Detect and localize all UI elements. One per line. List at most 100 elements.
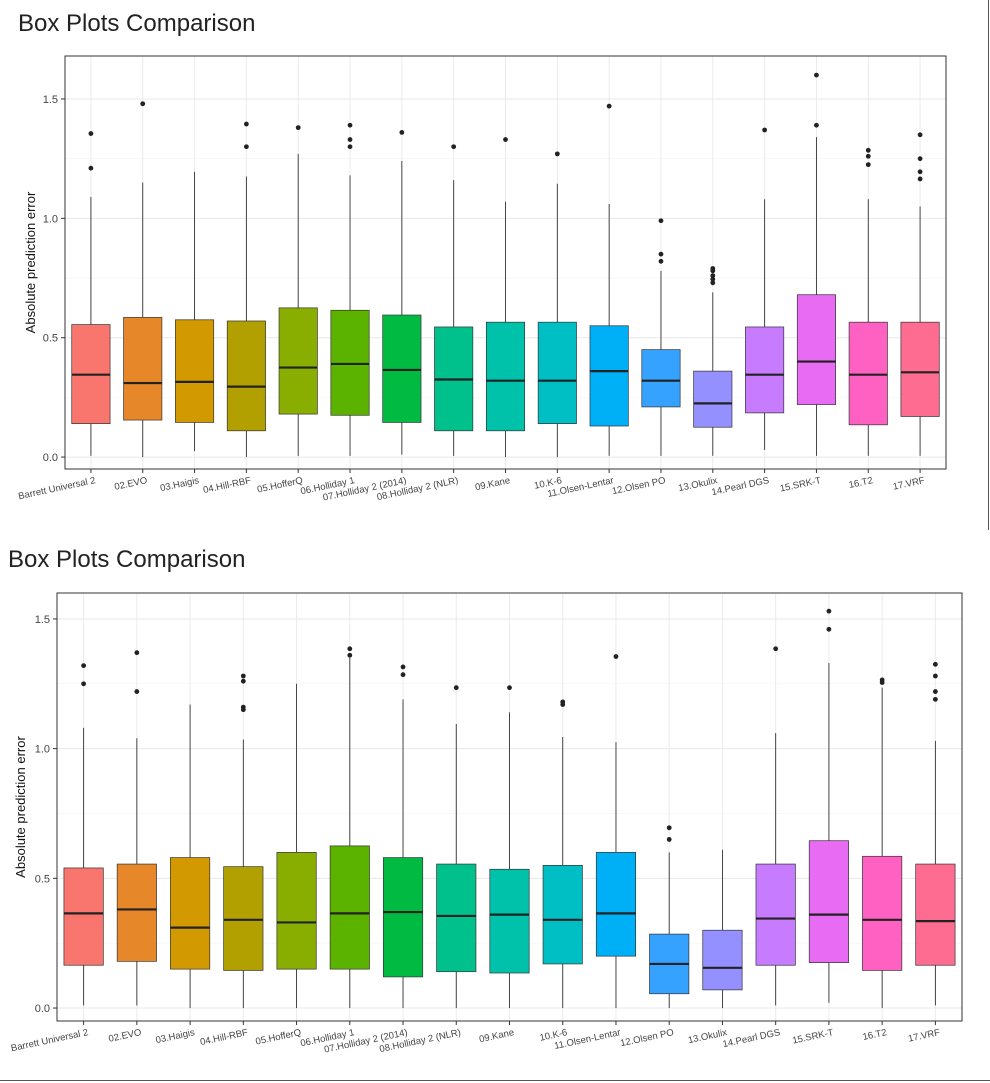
y-tick-label: 0.0 <box>35 1003 50 1015</box>
x-tick-label: 12.Olsen PO <box>611 475 666 497</box>
outlier-point <box>503 137 508 142</box>
box-iqr <box>485 321 526 432</box>
x-tick-label: 03.Haigis <box>159 475 200 494</box>
chart-panel-1: Box Plots Comparison 0.0 0.5 1.0 1.5 Absolut… <box>0 0 990 540</box>
box-iqr <box>489 868 530 974</box>
window-border-bottom <box>0 1080 990 1081</box>
box-13.Okulix <box>702 849 743 1009</box>
box-iqr <box>745 326 785 414</box>
x-tick-label: 09.Kane <box>478 1027 515 1045</box>
box-iqr <box>175 319 215 423</box>
box-12.Olsen PO <box>649 825 690 1009</box>
box-iqr <box>123 317 163 421</box>
x-tick-label: 17.VRF <box>907 1027 941 1044</box>
outlier-point <box>865 162 871 168</box>
box-16.T2 <box>862 677 903 1009</box>
box-iqr <box>589 325 629 427</box>
outlier-point <box>507 685 512 691</box>
outlier-point <box>399 129 405 135</box>
outlier-point <box>865 153 871 159</box>
outlier-point <box>917 156 923 162</box>
box-16.T2 <box>848 147 888 456</box>
outlier-point <box>554 151 560 157</box>
box-iqr <box>223 866 264 971</box>
box-08.Holliday 2 (NLR) <box>436 685 477 1009</box>
y-axis-title: Absolute prediction error <box>23 191 38 333</box>
outlier-point <box>134 689 140 694</box>
box-08.Holliday 2 (NLR) <box>434 144 474 456</box>
outlier-point <box>606 103 612 109</box>
box-iqr <box>436 863 477 973</box>
chart-title: Box Plots Comparison <box>8 546 246 573</box>
box-06.Holliday 1 <box>330 122 370 456</box>
outlier-point <box>243 144 249 150</box>
box-07.Holliday 2 (2014) <box>382 129 422 455</box>
chart-title: Box Plots Comparison <box>18 10 256 37</box>
box-iqr <box>63 867 104 966</box>
y-tick-label: 0.5 <box>43 333 58 345</box>
x-axis: Barrett Universal 2 02.EVO 03.Haigis 04.Hil… <box>10 1021 941 1056</box>
outlier-point <box>917 176 923 182</box>
box-iqr <box>796 294 836 405</box>
box-07.Holliday 2 (2014) <box>382 664 424 1009</box>
x-tick-label: 09.Kane <box>474 475 511 493</box>
y-tick-label: 1.5 <box>35 614 50 626</box>
x-tick-label: 04.Hill-RBF <box>202 475 252 496</box>
box-iqr <box>900 321 940 417</box>
x-tick-label: 14.Pearl DGS <box>722 1027 782 1050</box>
box-plot-chart: 0.0 0.5 1.0 1.5 Absolute prediction error Bar… <box>17 55 947 504</box>
x-tick-label: 16.T2 <box>862 1027 888 1043</box>
outlier-point <box>710 266 716 271</box>
box-iqr <box>382 857 424 978</box>
x-tick-label: 03.Haigis <box>155 1027 196 1046</box>
outlier-point <box>613 654 619 659</box>
outlier-point <box>879 677 885 683</box>
outlier-point <box>453 685 459 691</box>
y-tick-label: 1.5 <box>43 94 58 106</box>
outlier-point <box>81 681 87 687</box>
outlier-point <box>762 127 768 133</box>
box-iqr <box>595 852 637 957</box>
box-13.Okulix <box>693 266 733 456</box>
box-17.VRF <box>915 661 956 1006</box>
outlier-point <box>710 280 716 286</box>
box-11.Olsen-Lentar <box>595 654 637 1009</box>
box-iqr <box>755 863 796 966</box>
box-iqr <box>278 307 318 415</box>
box-06.Holliday 1 <box>329 646 370 1009</box>
box-Barrett Universal 2 <box>71 131 111 456</box>
outlier-point <box>865 147 871 153</box>
box-09.Kane <box>485 137 526 458</box>
outlier-point <box>400 672 406 678</box>
outlier-point <box>400 664 406 670</box>
x-tick-label: 14.Pearl DGS <box>711 475 771 498</box>
x-axis: Barrett Universal 2 02.EVO 03.Haigis 04.Hil… <box>17 469 926 504</box>
box-iqr <box>276 852 317 970</box>
outlier-point <box>140 101 146 107</box>
outlier-point <box>917 169 923 175</box>
outlier-point <box>451 144 457 150</box>
box-02.EVO <box>116 650 157 1006</box>
box-iqr <box>693 370 733 428</box>
box-14.Pearl DGS <box>745 127 785 450</box>
box-04.Hill-RBF <box>226 121 266 458</box>
box-17.VRF <box>900 132 940 456</box>
box-iqr <box>702 929 743 991</box>
box-iqr <box>641 349 681 408</box>
box-03.Haigis <box>170 704 211 1009</box>
outlier-point <box>826 608 832 614</box>
outlier-point <box>917 132 923 138</box>
outlier-point <box>658 218 664 224</box>
outlier-point <box>814 72 819 78</box>
outlier-point <box>658 251 664 257</box>
x-tick-label: Barrett Universal 2 <box>10 1027 89 1054</box>
y-tick-label: 0.0 <box>43 452 58 464</box>
outlier-point <box>658 258 664 264</box>
outlier-point <box>814 122 819 128</box>
outlier-point <box>88 165 94 171</box>
box-iqr <box>848 321 888 426</box>
outlier-point <box>347 144 353 150</box>
outlier-point <box>932 689 938 694</box>
x-tick-label: Barrett Universal 2 <box>17 475 96 502</box>
box-04.Hill-RBF <box>223 673 264 1009</box>
